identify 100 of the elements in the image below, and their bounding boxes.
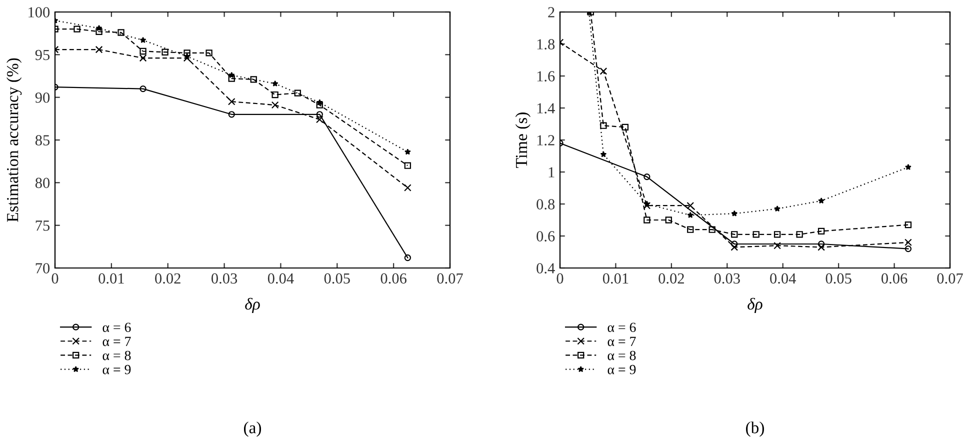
point <box>228 111 235 118</box>
point <box>622 124 629 131</box>
point <box>600 122 607 129</box>
point <box>316 116 324 124</box>
y-tick-label: 90 <box>35 92 50 103</box>
legend-label: α = 8 <box>608 350 636 360</box>
x-tick-label: 0.05 <box>826 273 852 284</box>
legend-label: α = 6 <box>102 322 131 332</box>
x-tick-label: 0.03 <box>714 273 740 284</box>
x-tick-label: 0 <box>52 273 58 284</box>
point <box>404 162 412 169</box>
point <box>774 231 781 238</box>
x-tick-label: 0.01 <box>602 273 628 284</box>
y-tick-label: 0.4 <box>536 263 555 274</box>
y-tick-label: 2 <box>548 7 554 18</box>
point <box>228 72 235 78</box>
x-axis-title: δρ <box>245 298 260 314</box>
point <box>184 50 190 56</box>
point <box>708 226 716 233</box>
point <box>774 242 781 250</box>
point <box>904 238 912 246</box>
legend-label: α = 7 <box>102 336 131 346</box>
x-tick-label: 0.05 <box>324 273 350 284</box>
point <box>404 184 412 192</box>
y-tick-label: 95 <box>35 50 50 60</box>
point <box>140 36 146 43</box>
legend-label: α = 9 <box>608 364 636 374</box>
point <box>206 50 212 56</box>
legend-label: α = 6 <box>608 322 636 332</box>
x-tick-label: 0.03 <box>212 273 238 284</box>
point <box>95 46 103 54</box>
point <box>600 68 608 75</box>
point <box>228 98 236 106</box>
point <box>687 212 694 218</box>
point <box>250 76 257 83</box>
point <box>316 111 323 118</box>
x-tick-label: 0.04 <box>268 273 294 284</box>
point <box>600 151 607 158</box>
y-tick-label: 0.8 <box>536 199 555 210</box>
point <box>665 216 672 224</box>
legend-label: α = 8 <box>102 350 131 360</box>
point <box>140 48 146 55</box>
point <box>271 101 279 109</box>
y-tick-label: 100 <box>28 7 50 18</box>
y-tick-label: 0.6 <box>536 231 555 242</box>
point <box>404 148 411 155</box>
point <box>644 173 650 180</box>
x-tick-label: 0.07 <box>937 273 963 284</box>
point <box>96 28 102 35</box>
x-tick-label: 0.07 <box>437 273 463 284</box>
y-tick-label: 1.4 <box>537 103 555 114</box>
point <box>818 197 824 204</box>
point <box>139 54 147 62</box>
point <box>687 226 694 233</box>
text: (a) <box>244 422 262 437</box>
point <box>796 231 803 238</box>
y-axis-title: Estimation accuracy (%) <box>6 58 22 222</box>
y-tick-label: 75 <box>36 220 50 231</box>
point <box>818 228 825 235</box>
point <box>904 221 912 228</box>
point <box>730 244 738 251</box>
y-tick-label: 1.6 <box>537 71 555 82</box>
point <box>774 205 780 212</box>
point <box>731 231 738 238</box>
point <box>162 48 168 56</box>
x-tick-label: 0.04 <box>770 273 796 284</box>
point <box>404 254 412 262</box>
point <box>731 210 738 216</box>
point <box>74 26 80 32</box>
y-tick-label: 85 <box>35 135 50 146</box>
point <box>686 202 694 210</box>
x-tick-label: 0.01 <box>98 273 124 284</box>
y-tick-label: 1.2 <box>537 135 554 146</box>
text: (b) <box>746 422 764 437</box>
point <box>316 102 323 108</box>
point <box>316 99 323 106</box>
point <box>140 85 146 92</box>
point <box>118 29 124 36</box>
point <box>272 80 278 86</box>
point <box>272 91 278 98</box>
x-tick-label: 0.06 <box>380 273 406 284</box>
point <box>752 231 760 238</box>
x-tick-label: 0.02 <box>658 273 684 284</box>
legend-label: α = 9 <box>102 364 131 374</box>
point <box>228 75 235 82</box>
point <box>184 53 190 60</box>
point <box>904 245 912 252</box>
x-tick-label: 0.06 <box>882 273 908 284</box>
point <box>644 216 650 224</box>
legend-label: α = 7 <box>608 336 636 346</box>
x-tick-label: 0.02 <box>155 273 180 284</box>
point <box>96 24 102 32</box>
x-axis-title: δρ <box>748 298 762 314</box>
x-tick-label: 0 <box>556 273 564 284</box>
y-tick-label: 1 <box>548 167 554 178</box>
point <box>294 90 301 96</box>
point <box>905 164 912 170</box>
y-tick-label: 80 <box>35 178 50 188</box>
y-axis-title: Time (s) <box>515 112 530 168</box>
y-tick-label: 1.8 <box>537 39 555 50</box>
